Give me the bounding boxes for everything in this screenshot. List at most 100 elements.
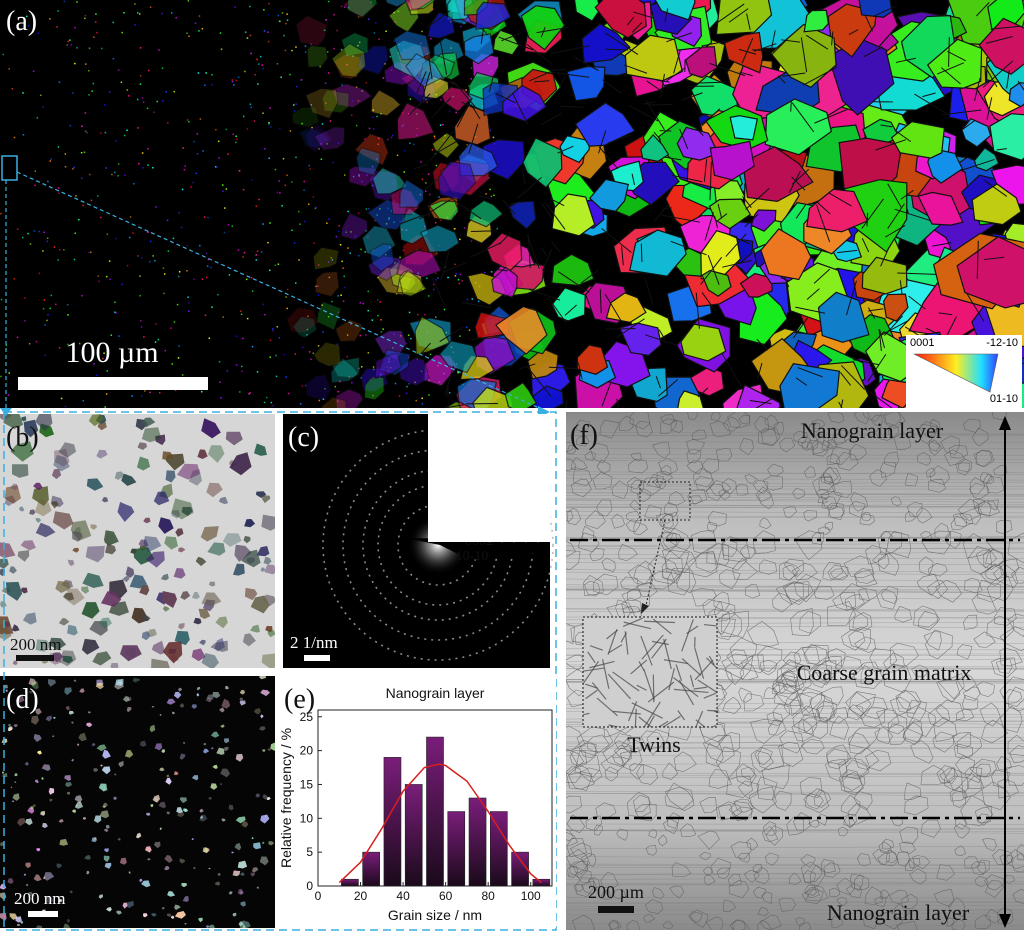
speckle — [347, 6, 350, 9]
grain — [763, 687, 778, 699]
bright-grain — [94, 815, 102, 823]
grain — [570, 739, 597, 766]
twin — [703, 623, 717, 627]
grain — [250, 595, 270, 614]
speckle — [347, 247, 349, 249]
grain — [312, 246, 340, 271]
bright-grain — [79, 688, 85, 693]
grain — [929, 418, 941, 431]
speckle — [398, 395, 401, 397]
grain — [804, 884, 817, 896]
grain — [397, 356, 431, 387]
speckle — [16, 336, 19, 339]
arrow-head — [641, 603, 649, 614]
grain — [646, 729, 670, 749]
speckle — [82, 204, 84, 207]
grain — [331, 82, 373, 109]
speckle — [92, 82, 95, 85]
bar — [362, 851, 380, 887]
speckle — [347, 210, 349, 213]
speckle — [333, 47, 335, 50]
twin-boundary — [703, 159, 708, 182]
grain — [206, 482, 223, 498]
speckle — [388, 217, 390, 219]
bright-grain — [5, 689, 8, 693]
bright-grain — [165, 777, 172, 785]
grain — [438, 340, 478, 374]
twin-boundary — [557, 145, 574, 154]
twin-boundary — [725, 232, 751, 245]
speckle — [96, 31, 98, 34]
speckle — [269, 222, 271, 224]
bright-grain — [262, 841, 265, 845]
grain — [304, 87, 339, 120]
bright-grain — [220, 783, 222, 786]
grain — [201, 592, 222, 607]
twin-boundary — [540, 112, 563, 126]
twin-boundary — [414, 342, 431, 361]
grain — [572, 914, 595, 930]
twin-boundary — [428, 200, 431, 217]
bright-grain — [14, 773, 18, 777]
speckle — [38, 230, 40, 233]
grain — [710, 857, 731, 875]
grain — [67, 559, 75, 567]
grain — [396, 102, 435, 141]
speckle — [241, 370, 243, 373]
speckle — [200, 390, 203, 393]
bright-grain — [45, 896, 53, 904]
speckle — [409, 98, 412, 100]
speckle — [337, 230, 340, 233]
grain — [828, 504, 845, 518]
speckle — [406, 385, 408, 388]
bright-grain — [74, 801, 84, 809]
speckle — [172, 237, 175, 240]
speckle — [72, 168, 74, 170]
speckle — [263, 401, 266, 404]
speckle — [346, 334, 349, 336]
twin — [612, 671, 640, 692]
twin-boundary — [461, 302, 492, 309]
twin-boundary — [741, 38, 754, 64]
grain — [759, 914, 782, 930]
grain — [848, 443, 867, 461]
grain — [801, 441, 813, 451]
speckle — [49, 18, 51, 20]
speckle — [278, 20, 281, 23]
grain — [881, 838, 895, 850]
grain — [636, 763, 658, 785]
twin-boundary — [864, 388, 893, 408]
grain — [975, 449, 993, 468]
speckle — [390, 209, 393, 212]
x-tick-label: 40 — [396, 889, 410, 903]
speckle — [307, 315, 309, 318]
twin — [634, 708, 637, 727]
grain — [145, 551, 165, 568]
grain — [677, 390, 704, 408]
grain — [729, 920, 746, 930]
twin-boundary — [498, 231, 512, 245]
speckle — [304, 51, 307, 53]
speckle — [235, 79, 238, 82]
bright-grain — [146, 812, 151, 816]
bright-grain — [40, 810, 46, 816]
speckle — [263, 9, 265, 11]
speckle — [74, 232, 76, 235]
bright-grain — [214, 881, 221, 886]
bright-grain — [256, 886, 259, 889]
grain — [779, 730, 804, 754]
twin-boundary — [831, 31, 834, 46]
twin-boundary — [985, 36, 1013, 44]
twin-boundary — [526, 44, 552, 65]
twin-boundary — [424, 178, 438, 191]
grain — [414, 315, 451, 356]
speckle — [153, 111, 155, 113]
twin-boundary — [880, 124, 893, 128]
bright-grain — [59, 838, 69, 846]
grain — [917, 423, 938, 444]
grain — [975, 681, 995, 698]
twin-boundary — [663, 156, 682, 161]
speckle — [73, 166, 75, 169]
grain — [708, 198, 752, 230]
twin-boundary — [753, 43, 777, 52]
